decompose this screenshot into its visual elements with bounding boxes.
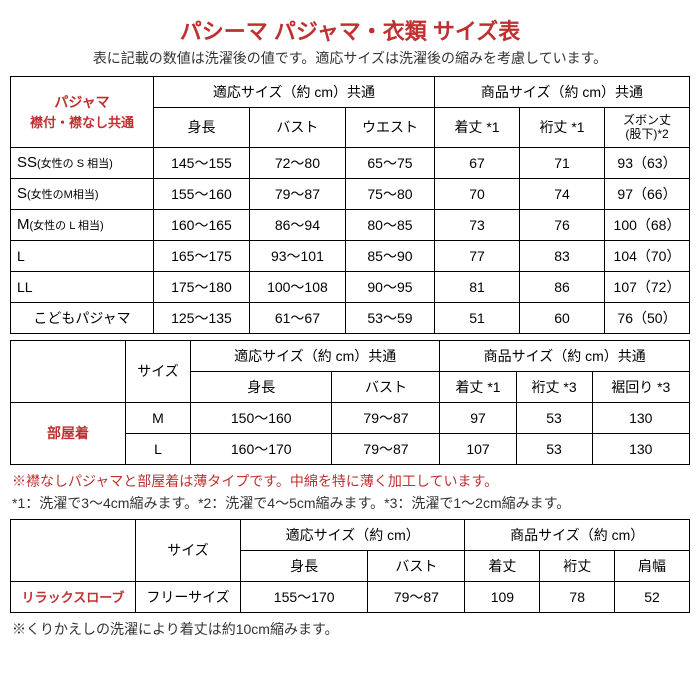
prod-header-3: 商品サイズ（約 cm） [465, 519, 690, 550]
roomwear-label: 部屋着 [11, 402, 126, 464]
table-row: 130 [592, 433, 689, 464]
table-row: 83 [520, 240, 605, 271]
col-bust-3: バスト [368, 550, 465, 581]
col-yukitake: 裄丈 *1 [520, 108, 605, 148]
table-row: 107（72） [605, 271, 690, 302]
table-row: SS(女性の S 相当) [11, 147, 154, 178]
table-row: 52 [615, 581, 690, 612]
pajama-size-table: パジャマ 襟付・襟なし共通 適応サイズ（約 cm）共通 商品サイズ（約 cm）共… [10, 76, 690, 334]
page-subtitle: 表に記載の数値は洗濯後の値です。適応サイズは洗濯後の縮みを考慮しています。 [10, 48, 690, 68]
table-row: 74 [520, 178, 605, 209]
table-row: 85～90 [345, 240, 434, 271]
col-bust-2: バスト [332, 371, 440, 402]
fit-header-3: 適応サイズ（約 cm） [241, 519, 465, 550]
table-row: 73 [435, 209, 520, 240]
table-row: 76（50） [605, 302, 690, 333]
table-row: 86 [520, 271, 605, 302]
table-row: 79～87 [368, 581, 465, 612]
size-header: サイズ [126, 340, 191, 402]
col-height-2: 身長 [191, 371, 332, 402]
table-row: L [126, 433, 191, 464]
table-row: 70 [435, 178, 520, 209]
table-row: 53 [516, 402, 592, 433]
table-row: 100（68） [605, 209, 690, 240]
pajama-label-l2: 襟付・襟なし共通 [30, 115, 134, 130]
table-row: LL [11, 271, 154, 302]
table-row: 51 [435, 302, 520, 333]
table-row: こどもパジャマ [11, 302, 154, 333]
col-zubon: ズボン丈(股下)*2 [605, 108, 690, 148]
table-row: 67 [435, 147, 520, 178]
table-row: 125～135 [154, 302, 250, 333]
table-row: 79～87 [332, 402, 440, 433]
roomwear-size-table: サイズ 適応サイズ（約 cm）共通 商品サイズ（約 cm）共通 身長 バスト 着… [10, 340, 690, 465]
prod-header-2: 商品サイズ（約 cm）共通 [440, 340, 690, 371]
col-height-3: 身長 [241, 550, 368, 581]
table-row: 65～75 [345, 147, 434, 178]
col-yukitake-2: 裄丈 *3 [516, 371, 592, 402]
table-row: 61～67 [249, 302, 345, 333]
table-row: 53～59 [345, 302, 434, 333]
note-shrink: *1：洗濯で3～4cm縮みます。*2：洗濯で4～5cm縮みます。*3：洗濯で1～… [12, 493, 690, 513]
robe-label: リラックスローブ [11, 581, 136, 612]
page-title: パシーマ パジャマ・衣類 サイズ表 [10, 14, 690, 46]
table-row: 86～94 [249, 209, 345, 240]
table-row: 155～170 [241, 581, 368, 612]
col-height: 身長 [154, 108, 250, 148]
table-row: 100～108 [249, 271, 345, 302]
table-row: 130 [592, 402, 689, 433]
fit-header-2: 適応サイズ（約 cm）共通 [191, 340, 440, 371]
table-row: 72～80 [249, 147, 345, 178]
col-yukitake-3: 裄丈 [540, 550, 615, 581]
table-row: 90～95 [345, 271, 434, 302]
fit-header: 適応サイズ（約 cm）共通 [154, 77, 435, 108]
table-row: 160～165 [154, 209, 250, 240]
table-row: フリーサイズ [136, 581, 241, 612]
prod-header: 商品サイズ（約 cm）共通 [435, 77, 690, 108]
table-row: 76 [520, 209, 605, 240]
table-row: 145～155 [154, 147, 250, 178]
note-red: ※襟なしパジャマと部屋着は薄タイプです。中綿を特に薄く加工しています。 [12, 471, 690, 491]
table-row: 93～101 [249, 240, 345, 271]
robe-size-table: サイズ 適応サイズ（約 cm） 商品サイズ（約 cm） 身長 バスト 着丈 裄丈… [10, 519, 690, 613]
table-row: 107 [440, 433, 516, 464]
table-row: 79～87 [332, 433, 440, 464]
table-row: M [126, 402, 191, 433]
table-row: S(女性のM相当) [11, 178, 154, 209]
table-row: 75～80 [345, 178, 434, 209]
table-row: 77 [435, 240, 520, 271]
col-kitake: 着丈 *1 [435, 108, 520, 148]
table-row: 175～180 [154, 271, 250, 302]
table-row: 53 [516, 433, 592, 464]
table-row: M(女性の L 相当) [11, 209, 154, 240]
size-header-3: サイズ [136, 519, 241, 581]
pajama-label-l1: パジャマ [54, 94, 109, 110]
table-row: 78 [540, 581, 615, 612]
col-suso-2: 裾回り *3 [592, 371, 689, 402]
table-row: 165～175 [154, 240, 250, 271]
table-row: 79～87 [249, 178, 345, 209]
table-row: L [11, 240, 154, 271]
table-row: 81 [435, 271, 520, 302]
table-row: 71 [520, 147, 605, 178]
table-row: 109 [465, 581, 540, 612]
table-row: 60 [520, 302, 605, 333]
table-row: 104（70） [605, 240, 690, 271]
table-row: 150～160 [191, 402, 332, 433]
table-row: 155～160 [154, 178, 250, 209]
table-row: 97 [440, 402, 516, 433]
col-waist: ウエスト [345, 108, 434, 148]
table-row: 93（63） [605, 147, 690, 178]
note-wash: ※くりかえしの洗濯により着丈は約10cm縮みます。 [12, 619, 690, 639]
col-bust: バスト [249, 108, 345, 148]
table-row: 160～170 [191, 433, 332, 464]
table-row: 97（66） [605, 178, 690, 209]
col-kitake-3: 着丈 [465, 550, 540, 581]
col-kitake-2: 着丈 *1 [440, 371, 516, 402]
col-kata-3: 肩幅 [615, 550, 690, 581]
table-row: 80～85 [345, 209, 434, 240]
